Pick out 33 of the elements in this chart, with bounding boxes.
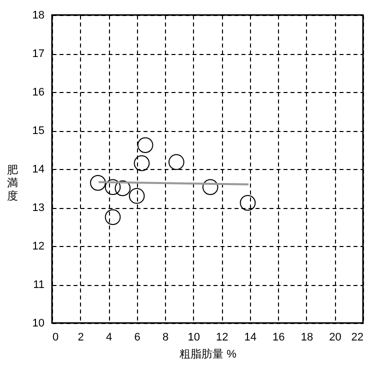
x-tick-label: 10 [188, 332, 200, 344]
x-tick-label: 6 [134, 332, 140, 344]
x-tick-label: 8 [162, 332, 169, 344]
y-tick-label: 18 [32, 10, 44, 22]
x-tick-label: 22 [351, 332, 364, 344]
point [128, 188, 145, 204]
x-tick-label: 14 [244, 332, 257, 344]
y-tick-label: 13 [32, 202, 44, 214]
y-tick-label: 17 [32, 48, 44, 60]
x-tick-label: 20 [329, 332, 342, 344]
point [104, 209, 121, 226]
point [137, 137, 154, 154]
point [104, 179, 121, 195]
point [202, 179, 218, 195]
point [240, 194, 256, 211]
y-tick-label: 12 [32, 240, 44, 252]
point [90, 174, 106, 191]
y-tick-label: 15 [32, 125, 44, 137]
y-tick-label: 14 [32, 164, 44, 176]
x-tick-label: 0 [52, 332, 59, 344]
x-tick-label: 2 [78, 332, 84, 344]
y-tick-label: 16 [32, 86, 44, 98]
x-tick-label: 12 [216, 332, 228, 344]
x-tick-label: 16 [272, 332, 285, 344]
y-axis-title: 肥満度 [7, 164, 18, 202]
point [134, 155, 150, 172]
x-axis-title: 粗脂肪量 % [180, 348, 237, 360]
y-tick-label: 10 [32, 318, 44, 330]
x-tick-label: 4 [106, 332, 112, 344]
point [114, 180, 131, 196]
point [168, 154, 184, 170]
x-tick-label: 18 [300, 332, 314, 344]
y-tick-label: 11 [33, 279, 44, 291]
